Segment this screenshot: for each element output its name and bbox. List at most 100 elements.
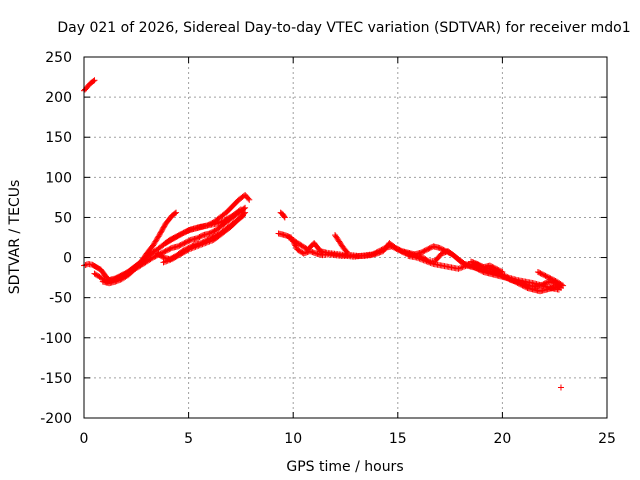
data-point-arc-c xyxy=(148,255,155,262)
data-point-arc-j xyxy=(415,255,422,262)
data-point-arc-c xyxy=(197,233,204,240)
data-point-short-pass xyxy=(281,214,288,221)
chart-title: Day 021 of 2026, Sidereal Day-to-day VTE… xyxy=(57,20,630,36)
data-point-arc-e xyxy=(166,257,173,264)
data-point-arc-j xyxy=(461,263,468,270)
data-point-arc-c xyxy=(160,249,167,256)
data-point-arc-e xyxy=(192,243,199,250)
data-point-arc-j xyxy=(462,263,469,270)
data-point-arc-c xyxy=(195,234,202,241)
data-point-arc-j xyxy=(423,258,430,265)
data-point-arc-h xyxy=(446,250,453,257)
data-point-arc-l xyxy=(541,272,548,279)
data-point-arc-c xyxy=(166,246,173,253)
data-point-arc-h xyxy=(397,247,404,254)
data-point-arc-b xyxy=(246,196,253,203)
data-point-arc-e xyxy=(200,240,207,247)
data-point-arc-c xyxy=(161,248,168,255)
y-tick-label: -100 xyxy=(40,331,72,347)
data-point-arc-c xyxy=(241,205,248,212)
data-point-arc-k xyxy=(488,263,495,270)
data-point-arc-c xyxy=(162,248,169,255)
y-tick-label: 200 xyxy=(45,90,72,106)
data-point-arc-c xyxy=(150,254,157,261)
y-tick-label: 100 xyxy=(45,170,72,186)
data-point-arc-k xyxy=(493,265,500,272)
x-axis-label: GPS time / hours xyxy=(286,459,403,475)
data-point-arc-e xyxy=(203,239,210,246)
x-tick-label: 5 xyxy=(184,431,193,447)
data-point-arc-e xyxy=(163,258,170,265)
y-tick-label: 250 xyxy=(45,50,72,66)
data-point-arc-l xyxy=(537,270,544,277)
data-point-arc-b xyxy=(245,195,252,202)
data-point-arc-e xyxy=(241,210,248,217)
data-point-arc-e xyxy=(186,245,193,252)
data-point-arc-l xyxy=(534,268,541,275)
data-point-arc-c xyxy=(177,242,184,249)
data-point-arc-f xyxy=(215,219,222,226)
data-point-arc-e xyxy=(161,258,168,265)
data-point-arc-l xyxy=(538,270,545,277)
data-point-arc-l xyxy=(547,275,554,282)
data-point-arc-h xyxy=(396,246,403,253)
data-point-arc-c xyxy=(176,242,183,249)
data-point-arc-e xyxy=(207,237,214,244)
data-point-arc-h xyxy=(427,244,434,251)
data-point-arc-e xyxy=(160,259,167,266)
data-point-arc-j xyxy=(416,255,423,262)
data-point-arc-j xyxy=(428,260,435,267)
data-point-arc-k xyxy=(475,261,482,268)
data-point-arc-k xyxy=(491,265,498,272)
data-point-arc-j xyxy=(420,257,427,264)
data-point-arc-h xyxy=(436,244,443,251)
data-point-arc-h xyxy=(419,249,426,256)
data-point-arc-e xyxy=(202,240,209,247)
data-point-arc-c xyxy=(209,229,216,236)
data-point-arc-e xyxy=(191,244,198,251)
data-point-arc-h xyxy=(425,245,432,252)
data-point-arc-f xyxy=(178,231,185,238)
x-tick-label: 20 xyxy=(493,431,511,447)
data-point-arc-f xyxy=(214,220,221,227)
data-point-early-spike xyxy=(91,77,98,84)
data-point-arc-h xyxy=(460,260,467,267)
data-point-arc-l xyxy=(546,274,553,281)
data-point-arc-f xyxy=(182,229,189,236)
data-point-arc-h xyxy=(422,247,429,254)
data-point-arc-j xyxy=(427,259,434,266)
data-point-arc-h xyxy=(395,246,402,253)
data-point-arc-c xyxy=(182,239,189,246)
data-point-arc-l xyxy=(558,281,565,288)
data-point-arc-h xyxy=(440,246,447,253)
data-point-arc-c xyxy=(165,246,172,253)
data-point-arc-f xyxy=(216,219,223,226)
data-point-arc-k xyxy=(474,260,481,267)
data-point-arc-k xyxy=(476,262,483,269)
data-point-arc-k xyxy=(499,268,506,275)
data-point-arc-j xyxy=(419,256,426,263)
data-point-arc-h xyxy=(421,247,428,254)
data-point-arc-e xyxy=(209,237,216,244)
data-point-arc-g xyxy=(292,243,299,250)
data-point-arc-c xyxy=(167,245,174,252)
y-tick-label: -200 xyxy=(40,411,72,427)
data-point-arc-h xyxy=(424,246,431,253)
data-point-arc-f xyxy=(237,206,244,213)
data-point-arc-l xyxy=(545,274,552,281)
plot-frame xyxy=(83,56,608,419)
data-point-arc-f xyxy=(236,207,243,214)
data-point-arc-c xyxy=(186,237,193,244)
data-point-short-pass xyxy=(281,213,288,220)
data-point-arc-f xyxy=(180,229,187,236)
data-point-arc-l xyxy=(542,272,549,279)
data-point-arc-j xyxy=(555,286,562,293)
data-point-arc-e xyxy=(188,245,195,252)
data-point-outlier xyxy=(557,384,564,391)
data-point-arc-e xyxy=(185,246,192,253)
data-point-arc-j xyxy=(421,257,428,264)
data-point-arc-f xyxy=(219,218,226,225)
data-point-early-spike xyxy=(90,78,97,85)
data-point-arc-c xyxy=(151,253,158,260)
data-point-arc-c xyxy=(181,240,188,247)
